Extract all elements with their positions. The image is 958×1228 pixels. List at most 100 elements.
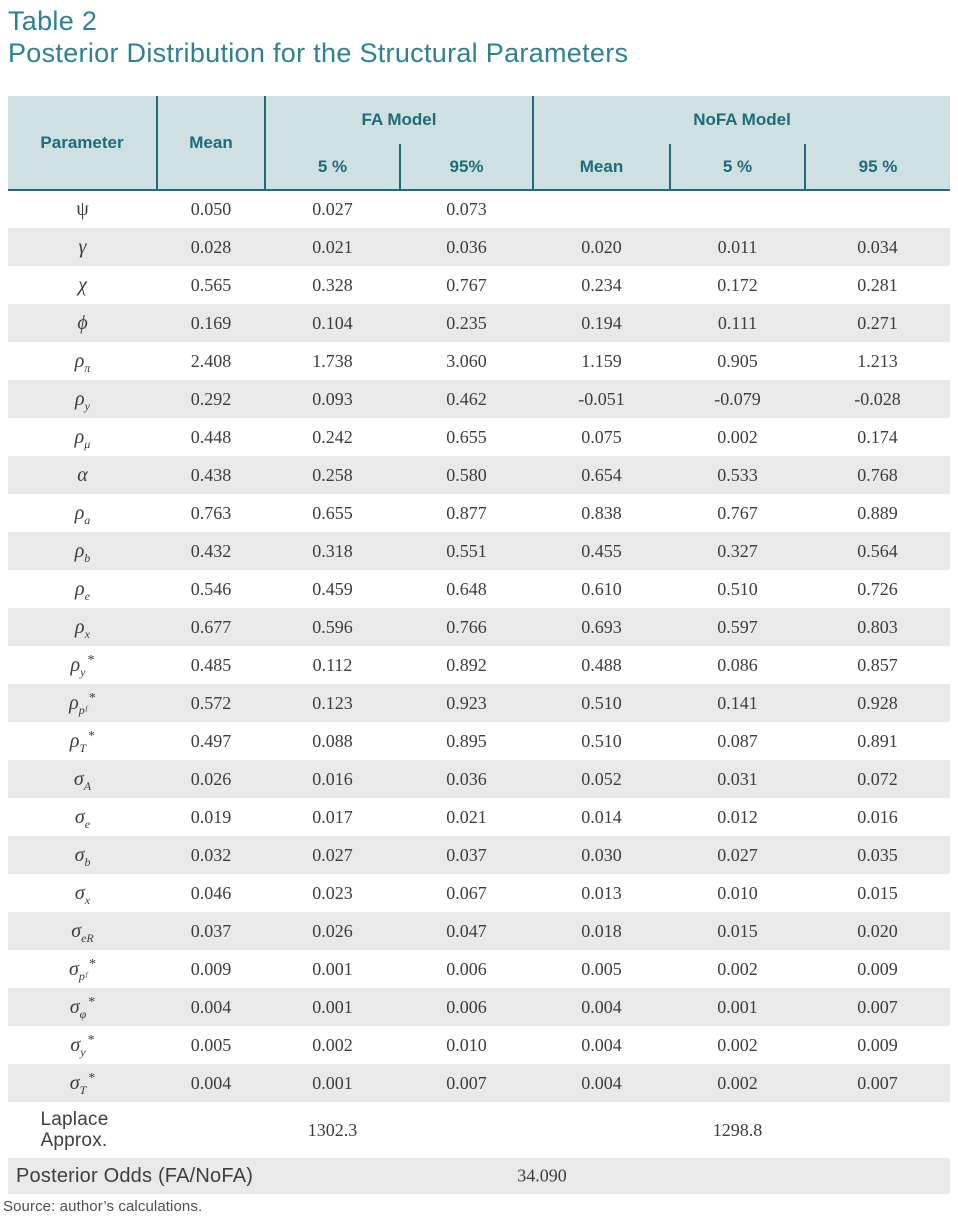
value-cell: 0.088: [312, 730, 353, 751]
value-cell: 0.001: [312, 958, 353, 979]
value-cell: 0.677: [190, 616, 232, 637]
value-cell: 0.281: [857, 274, 898, 295]
value-cell: 0.242: [312, 426, 353, 447]
table-row: ρpᶠ* 0.572 0.123 0.923 0.510 0.141 0.928: [8, 684, 951, 722]
value-cell: 0.104: [312, 312, 353, 333]
value-cell: 0.726: [857, 578, 898, 599]
parameter-symbol: σφ*: [69, 994, 96, 1021]
value-cell: 0.001: [717, 996, 758, 1017]
laplace-nofa-value: 1298.8: [712, 1119, 763, 1140]
value-cell: 0.648: [446, 578, 487, 599]
value-cell: 0.459: [312, 578, 353, 599]
value-cell: 0.002: [312, 1034, 353, 1055]
parameter-symbol: ϕ: [77, 311, 88, 334]
value-cell: 0.923: [446, 692, 487, 713]
title-block: Table 2 Posterior Distribution for the S…: [0, 0, 958, 69]
value-cell: 0.172: [717, 274, 758, 295]
parameter-symbol: ρy: [75, 387, 90, 413]
value-cell: 0.497: [190, 730, 232, 751]
table-row: ρπ 2.408 1.738 3.060 1.159 0.905 1.213: [8, 342, 950, 380]
value-cell: 0.768: [857, 464, 898, 485]
table-body: ψ 0.050 0.027 0.073 γ 0.028 0.021 0.036 0.020 0.0…: [8, 190, 951, 1102]
value-cell: 0.014: [581, 806, 622, 827]
table-row: σb 0.032 0.027 0.037 0.030 0.027 0.035: [8, 836, 951, 874]
parameter-symbol: σe: [74, 805, 91, 831]
value-cell: 0.565: [190, 274, 232, 295]
value-cell: 0.026: [312, 920, 353, 941]
parameter-symbol: σeR: [71, 919, 94, 945]
value-cell: 0.009: [857, 1034, 898, 1055]
value-cell: 0.572: [190, 692, 232, 713]
value-cell: 0.141: [717, 692, 758, 713]
parameter-symbol: ρT*: [69, 728, 96, 755]
value-cell: 0.050: [190, 199, 232, 219]
value-cell: 0.889: [857, 502, 898, 523]
value-cell: 0.016: [857, 806, 898, 827]
value-cell: 0.027: [717, 844, 758, 865]
value-cell: 0.318: [312, 540, 353, 561]
source-note: Source: author’s calculations.: [3, 1198, 203, 1215]
parameter-symbol: σA: [73, 767, 92, 793]
value-cell: 1.738: [312, 350, 353, 371]
table-row: σpᶠ* 0.009 0.001 0.006 0.005 0.002 0.009: [8, 950, 950, 988]
value-cell: 0.892: [446, 654, 487, 675]
table-row: χ 0.565 0.328 0.767 0.234 0.172 0.281: [8, 266, 950, 304]
table-row: ρb 0.432 0.318 0.551 0.455 0.327 0.564: [8, 532, 951, 570]
value-cell: 0.037: [446, 844, 487, 865]
value-cell: 0.895: [446, 730, 487, 751]
value-cell: 0.767: [717, 502, 758, 523]
value-cell: 0.857: [857, 654, 898, 675]
parameter-symbol: ψ: [76, 198, 89, 220]
header-mean: Mean: [157, 96, 266, 191]
value-cell: 0.112: [312, 654, 353, 675]
value-cell: 0.455: [581, 540, 622, 561]
value-cell: 0.006: [446, 996, 487, 1017]
value-cell: 0.075: [581, 426, 622, 447]
value-cell: 0.448: [190, 426, 232, 447]
value-cell: 0.462: [446, 388, 487, 409]
value-cell: 0.001: [312, 1072, 353, 1093]
value-cell: 0.580: [446, 464, 487, 485]
value-cell: 0.655: [312, 502, 353, 523]
value-cell: 0.032: [190, 844, 232, 865]
value-cell: 0.002: [717, 958, 758, 979]
parameter-symbol: σpᶠ*: [69, 956, 96, 983]
table-row: ρμ 0.448 0.242 0.655 0.075 0.002 0.174: [8, 418, 950, 456]
value-cell: 0.073: [446, 199, 487, 219]
header-fa-model: FA Model: [265, 96, 534, 144]
table-header: Parameter Mean FA Model NoFA Model 5 % 9…: [8, 96, 951, 191]
value-cell: 0.610: [581, 578, 622, 599]
value-cell: 0.258: [312, 464, 353, 485]
value-cell: 0.654: [581, 464, 622, 485]
value-cell: 0.018: [581, 920, 622, 941]
value-cell: 0.432: [190, 540, 232, 561]
value-cell: 0.087: [717, 730, 758, 751]
value-cell: 0.551: [446, 540, 487, 561]
value-cell: 0.028: [190, 236, 232, 257]
value-cell: 0.020: [581, 236, 622, 257]
value-cell: 0.016: [312, 768, 353, 789]
value-cell: 0.004: [581, 1072, 622, 1093]
value-cell: 0.027: [312, 199, 353, 219]
value-cell: 0.169: [190, 312, 232, 333]
value-cell: 0.007: [857, 1072, 898, 1093]
parameter-symbol: ρpᶠ*: [69, 690, 96, 717]
value-cell: 0.438: [190, 464, 232, 485]
value-cell: -0.051: [578, 388, 625, 409]
value-cell: 0.005: [190, 1034, 232, 1055]
value-cell: 0.017: [312, 806, 353, 827]
value-cell: 0.123: [312, 692, 353, 713]
header-nofa-mean: Mean: [533, 144, 671, 191]
value-cell: 0.928: [857, 692, 898, 713]
value-cell: 0.485: [190, 654, 232, 675]
parameter-symbol: χ: [78, 273, 87, 296]
value-cell: 0.564: [857, 540, 898, 561]
header-nofa-95: 95 %: [805, 144, 951, 191]
table-row: σy* 0.005 0.002 0.010 0.004 0.002 0.009: [8, 1026, 950, 1064]
value-cell: 0.194: [581, 312, 622, 333]
parameter-symbol: α: [77, 463, 88, 486]
value-cell: 0.891: [857, 730, 898, 751]
table-row: ψ 0.050 0.027 0.073: [8, 190, 950, 228]
parameter-symbol: σx: [74, 881, 91, 907]
parameter-symbol: ρa: [74, 501, 91, 527]
